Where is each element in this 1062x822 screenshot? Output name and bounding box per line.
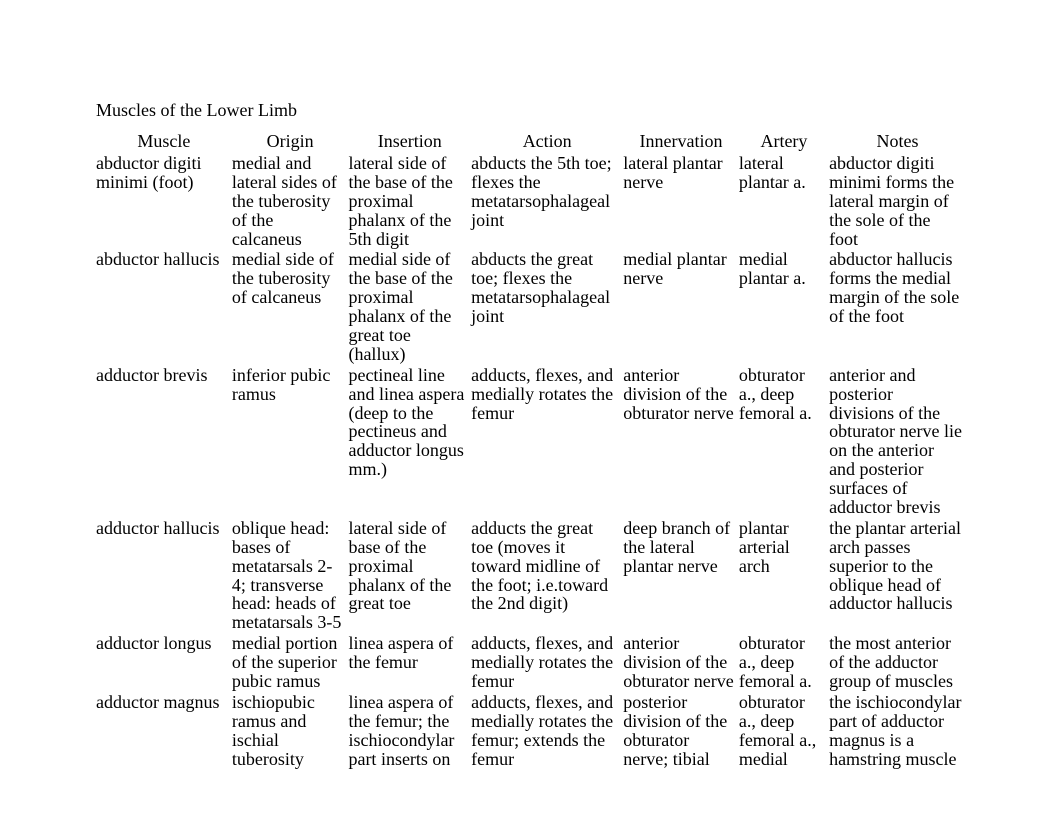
cell-artery: medial plantar a. bbox=[739, 250, 829, 365]
cell-insertion: medial side of the base of the proximal … bbox=[348, 250, 471, 365]
col-header-innervation: Innervation bbox=[623, 129, 739, 154]
cell-notes: anterior and posterior divisions of the … bbox=[829, 366, 966, 519]
cell-action: adducts, flexes, and medially rotates th… bbox=[471, 634, 623, 693]
cell-artery: obturator a., deep femoral a. bbox=[739, 366, 829, 519]
cell-notes: the most anterior of the adductor group … bbox=[829, 634, 966, 693]
cell-notes: abductor digiti minimi forms the lateral… bbox=[829, 154, 966, 250]
cell-notes: the ischiocondylar part of adductor magn… bbox=[829, 693, 966, 771]
col-header-artery: Artery bbox=[739, 129, 829, 154]
table-row: abductor digiti minimi (foot) medial and… bbox=[96, 154, 966, 250]
cell-notes: abductor hallucis forms the medial margi… bbox=[829, 250, 966, 365]
col-header-muscle: Muscle bbox=[96, 129, 232, 154]
cell-insertion: lateral side of base of the proximal pha… bbox=[348, 519, 471, 634]
table-row: adductor hallucis oblique head: bases of… bbox=[96, 519, 966, 634]
cell-artery: lateral plantar a. bbox=[739, 154, 829, 250]
cell-innervation: medial plantar nerve bbox=[623, 250, 739, 365]
cell-innervation: deep branch of the lateral plantar nerve bbox=[623, 519, 739, 634]
cell-action: adducts, flexes, and medially rotates th… bbox=[471, 366, 623, 519]
cell-muscle: adductor brevis bbox=[96, 366, 232, 519]
cell-action: adducts the great toe (moves it toward m… bbox=[471, 519, 623, 634]
cell-muscle: adductor hallucis bbox=[96, 519, 232, 634]
col-header-origin: Origin bbox=[232, 129, 349, 154]
cell-insertion: pectineal line and linea aspera (deep to… bbox=[348, 366, 471, 519]
cell-insertion: linea aspera of the femur bbox=[348, 634, 471, 693]
table-header-row: Muscle Origin Insertion Action Innervati… bbox=[96, 129, 966, 154]
cell-action: abducts the 5th toe; flexes the metatars… bbox=[471, 154, 623, 250]
muscles-table: Muscle Origin Insertion Action Innervati… bbox=[96, 129, 966, 771]
cell-muscle: adductor longus bbox=[96, 634, 232, 693]
cell-origin: medial and lateral sides of the tuberosi… bbox=[232, 154, 349, 250]
cell-origin: oblique head: bases of metatarsals 2-4; … bbox=[232, 519, 349, 634]
cell-innervation: anterior division of the obturator nerve bbox=[623, 634, 739, 693]
col-header-insertion: Insertion bbox=[348, 129, 471, 154]
cell-muscle: abductor digiti minimi (foot) bbox=[96, 154, 232, 250]
cell-innervation: anterior division of the obturator nerve bbox=[623, 366, 739, 519]
table-row: adductor brevis inferior pubic ramus pec… bbox=[96, 366, 966, 519]
cell-insertion: linea aspera of the femur; the ischiocon… bbox=[348, 693, 471, 771]
page-title: Muscles of the Lower Limb bbox=[96, 100, 966, 121]
cell-muscle: abductor hallucis bbox=[96, 250, 232, 365]
cell-artery: plantar arterial arch bbox=[739, 519, 829, 634]
cell-muscle: adductor magnus bbox=[96, 693, 232, 771]
cell-insertion: lateral side of the base of the proximal… bbox=[348, 154, 471, 250]
table-row: adductor magnus ischiopubic ramus and is… bbox=[96, 693, 966, 771]
cell-artery: obturator a., deep femoral a. bbox=[739, 634, 829, 693]
cell-origin: medial side of the tuberosity of calcane… bbox=[232, 250, 349, 365]
cell-action: abducts the great toe; flexes the metata… bbox=[471, 250, 623, 365]
cell-innervation: posterior division of the obturator nerv… bbox=[623, 693, 739, 771]
cell-innervation: lateral plantar nerve bbox=[623, 154, 739, 250]
cell-notes: the plantar arterial arch passes superio… bbox=[829, 519, 966, 634]
table-row: adductor longus medial portion of the su… bbox=[96, 634, 966, 693]
cell-artery: obturator a., deep femoral a., medial bbox=[739, 693, 829, 771]
cell-origin: inferior pubic ramus bbox=[232, 366, 349, 519]
cell-origin: medial portion of the superior pubic ram… bbox=[232, 634, 349, 693]
col-header-action: Action bbox=[471, 129, 623, 154]
col-header-notes: Notes bbox=[829, 129, 966, 154]
table-row: abductor hallucis medial side of the tub… bbox=[96, 250, 966, 365]
cell-action: adducts, flexes, and medially rotates th… bbox=[471, 693, 623, 771]
cell-origin: ischiopubic ramus and ischial tuberosity bbox=[232, 693, 349, 771]
